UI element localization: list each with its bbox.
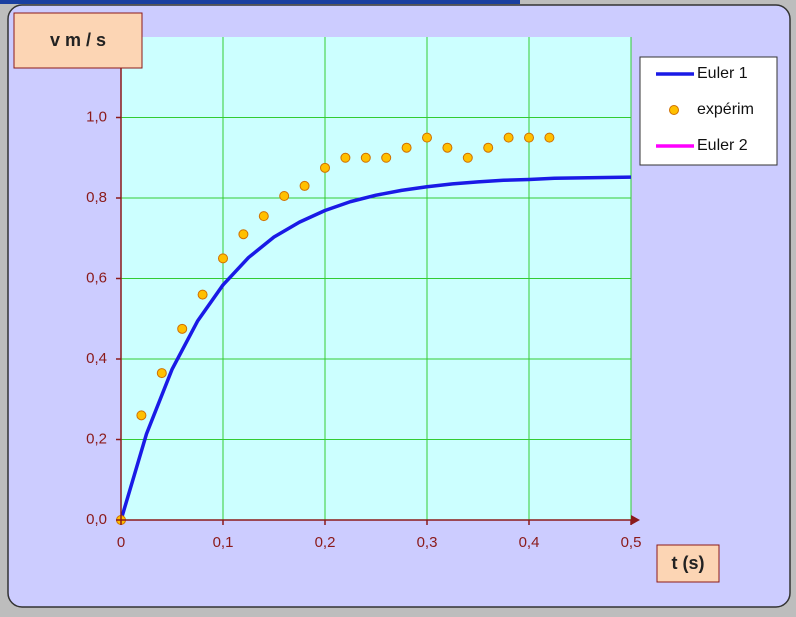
y-tick-label: 0,2 xyxy=(86,430,107,447)
x-label-box xyxy=(656,544,720,583)
data-point xyxy=(360,152,371,163)
y-tick-label: 1,0 xyxy=(86,108,107,125)
y-label-box xyxy=(13,12,143,69)
x-tick-label: 0,5 xyxy=(621,534,642,551)
x-tick-label: 0 xyxy=(117,534,125,551)
data-point xyxy=(462,152,473,163)
marks xyxy=(116,132,632,525)
data-point xyxy=(524,132,534,143)
y-tick-label: 0,6 xyxy=(86,269,107,286)
data-point xyxy=(136,410,147,421)
legend: Euler 1 expérim Euler 2 xyxy=(639,56,778,166)
data-point xyxy=(442,142,453,153)
data-point xyxy=(401,142,412,153)
x-axis-title: t (s) xyxy=(672,553,705,573)
window-edge xyxy=(0,0,520,4)
y-tick-label: 0,4 xyxy=(86,350,107,367)
data-point xyxy=(320,162,330,173)
data-point xyxy=(422,132,432,143)
data-point xyxy=(156,368,167,379)
data-point xyxy=(483,142,494,153)
data-point xyxy=(218,253,228,264)
x-tick-label: 0,4 xyxy=(519,534,540,551)
series-line xyxy=(119,175,632,521)
y-axis-title: v m / s xyxy=(50,30,106,50)
data-point xyxy=(177,323,188,334)
legend-label: expérim xyxy=(697,101,754,118)
x-axis-arrow xyxy=(631,515,640,525)
data-point xyxy=(381,152,392,163)
data-point xyxy=(258,211,269,222)
x-tick-label: 0,3 xyxy=(417,534,438,551)
y-tick-label: 0,0 xyxy=(86,511,107,528)
data-point xyxy=(340,152,351,163)
data-point xyxy=(503,132,514,143)
data-point xyxy=(197,289,208,300)
x-tick-label: 0,1 xyxy=(213,534,234,551)
data-point xyxy=(279,190,290,201)
x-tick-label: 0,2 xyxy=(315,534,336,551)
legend-label: Euler 1 xyxy=(697,65,748,82)
legend-swatch xyxy=(669,105,679,115)
y-tick-label: 0,8 xyxy=(86,189,107,206)
data-point xyxy=(299,180,310,191)
data-point xyxy=(238,229,249,240)
legend-label: Euler 2 xyxy=(697,137,748,154)
data-point xyxy=(544,132,555,143)
